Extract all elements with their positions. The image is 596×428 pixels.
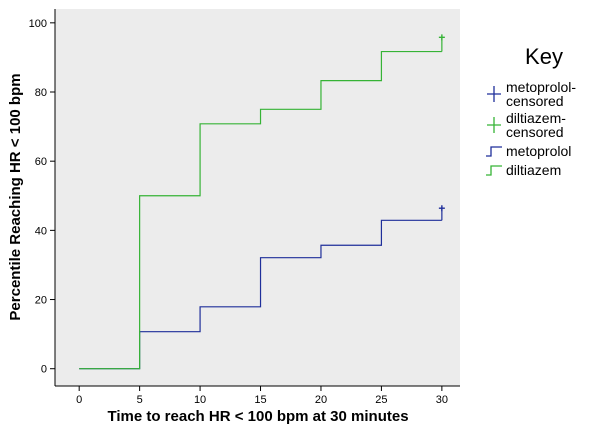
legend-label: censored: [506, 124, 564, 140]
legend-step-marker: [486, 165, 502, 176]
y-tick-label: 0: [41, 364, 47, 376]
axes: 0 5 10 15 20 25 30 0 20 40 60 80 100: [29, 9, 460, 406]
legend-title: Key: [525, 44, 563, 69]
y-tick-label: 80: [35, 87, 47, 99]
legend-label: diltiazem: [506, 162, 561, 178]
x-axis-title: Time to reach HR < 100 bpm at 30 minutes: [107, 408, 408, 425]
x-tick-label: 10: [194, 394, 206, 406]
y-tick-label: 60: [35, 156, 47, 168]
legend-label: metoprolol-: [506, 79, 576, 95]
x-tick-label: 0: [76, 394, 82, 406]
metoprolol-censored-marker: [438, 205, 445, 212]
diltiazem-censored-marker: [438, 34, 445, 41]
y-tick-label: 100: [29, 18, 47, 30]
legend-label: metoprolol: [506, 143, 571, 159]
legend-label: censored: [506, 93, 564, 109]
y-axis-title: Percentile Reaching HR < 100 bpm: [7, 73, 24, 320]
x-tick-label: 20: [315, 394, 327, 406]
diltiazem-step-line: [79, 50, 442, 370]
x-tick-label: 30: [436, 394, 448, 406]
legend: Key metoprolol-censoreddiltiazem-censored…: [486, 44, 576, 178]
legend-entry: metoprolol: [486, 143, 571, 159]
legend-entry: metoprolol-censored: [487, 79, 576, 109]
legend-label: diltiazem-: [506, 110, 566, 126]
legend-plus-marker: [487, 86, 501, 102]
x-tick-label: 15: [254, 394, 266, 406]
y-tick-label: 20: [35, 295, 47, 307]
series-layer: [79, 34, 445, 370]
legend-entry: diltiazem: [486, 162, 561, 178]
y-tick-label: 40: [35, 225, 47, 237]
legend-entry: diltiazem-censored: [487, 110, 566, 140]
x-tick-label: 5: [137, 394, 143, 406]
plot-area: [55, 9, 460, 386]
legend-step-marker: [486, 146, 502, 157]
x-tick-label: 25: [375, 394, 387, 406]
legend-plus-marker: [487, 117, 501, 133]
